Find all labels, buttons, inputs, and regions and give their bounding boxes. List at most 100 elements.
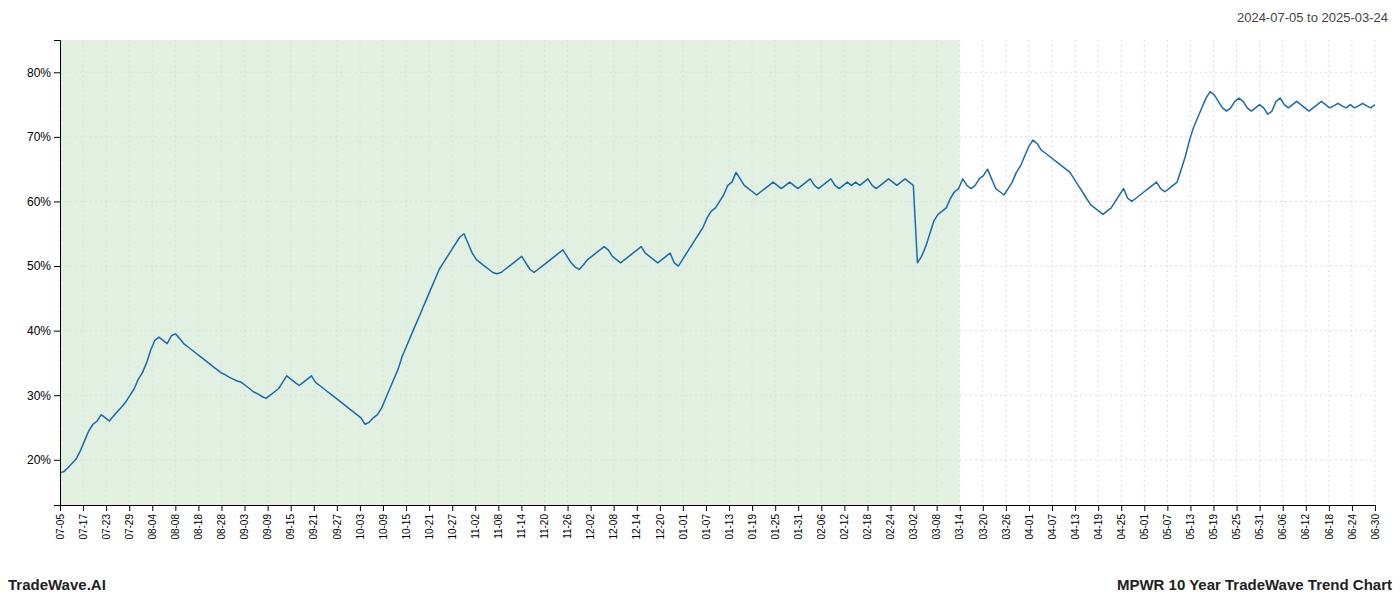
tick-label: 12-14: [631, 514, 642, 540]
tick-label: 07-29: [124, 514, 135, 540]
tick: 10-03: [355, 505, 366, 540]
tick: 08-04: [147, 505, 158, 540]
tick-mark: [1283, 505, 1284, 511]
tick-label: 03-02: [908, 514, 919, 540]
tick: 08-28: [216, 505, 227, 540]
tick: 07-17: [78, 505, 89, 540]
tick-label: 02-24: [885, 514, 896, 540]
tick: 40%: [27, 324, 60, 338]
tick: 10-09: [378, 505, 389, 540]
tick-mark: [60, 505, 61, 511]
tick-label: 04-01: [1024, 514, 1035, 540]
tick: 02-18: [862, 505, 873, 540]
tick: 01-31: [793, 505, 804, 540]
tick: 01-25: [770, 505, 781, 540]
tick: 20%: [27, 453, 60, 467]
tick: 50%: [27, 259, 60, 273]
grid-line: [1259, 40, 1260, 505]
tick-label: 06-18: [1324, 514, 1335, 540]
tick-mark: [544, 505, 545, 511]
tick-mark: [54, 72, 60, 73]
tick-label: 05-31: [1254, 514, 1265, 540]
tick-mark: [83, 505, 84, 511]
tick-label: 10-03: [355, 514, 366, 540]
tick-mark: [1121, 505, 1122, 511]
tick: 09-27: [332, 505, 343, 540]
tick-mark: [1306, 505, 1307, 511]
tick-mark: [706, 505, 707, 511]
tick: 07-29: [124, 505, 135, 540]
data-layer: [60, 40, 1375, 505]
tick-mark: [429, 505, 430, 511]
tick: 09-15: [285, 505, 296, 540]
tick-label: 03-26: [1001, 514, 1012, 540]
tick-label: 08-18: [193, 514, 204, 540]
tick-mark: [660, 505, 661, 511]
tick: 10-21: [424, 505, 435, 540]
tick: 30%: [27, 389, 60, 403]
tick-label: 03-14: [954, 514, 965, 540]
tick: 11-02: [470, 505, 481, 539]
grid-line: [1052, 40, 1053, 505]
tick: 06-30: [1370, 505, 1381, 540]
grid-line: [1167, 40, 1168, 505]
tick-label: 01-31: [793, 514, 804, 540]
grid-line: [1236, 40, 1237, 505]
tick-mark: [960, 505, 961, 511]
shaded-region: [60, 40, 960, 505]
tick-mark: [175, 505, 176, 511]
tick-label: 50%: [27, 259, 51, 273]
tick-label: 20%: [27, 453, 51, 467]
grid-line: [1190, 40, 1191, 505]
grid-line: [1375, 40, 1376, 505]
tick: 07-05: [55, 505, 66, 540]
tick: 10-27: [447, 505, 458, 540]
tick-label: 05-01: [1139, 514, 1150, 540]
tick-mark: [844, 505, 845, 511]
tick-label: 10-15: [401, 514, 412, 540]
tick-label: 10-21: [424, 514, 435, 540]
tick: 04-19: [1093, 505, 1104, 540]
tick-mark: [1052, 505, 1053, 511]
tick: 02-12: [839, 505, 850, 540]
annotation: MPWR 10 Year TradeWave Trend Chart: [1117, 576, 1392, 593]
tick: 03-20: [978, 505, 989, 540]
tick-mark: [1352, 505, 1353, 511]
grid-line: [1028, 40, 1029, 505]
grid-line: [1005, 40, 1006, 505]
grid-line: [1213, 40, 1214, 505]
annotation: 2024-07-05 to 2025-03-24: [1237, 10, 1388, 25]
tick: 01-01: [678, 505, 689, 540]
tick-mark: [452, 505, 453, 511]
tick: 11-20: [539, 505, 550, 539]
tick-label: 70%: [27, 130, 51, 144]
tick: 08-18: [193, 505, 204, 540]
tick-mark: [891, 505, 892, 511]
tick: 04-13: [1070, 505, 1081, 540]
y-axis: 20%30%40%50%60%70%80%: [27, 41, 61, 506]
tick-label: 06-06: [1277, 514, 1288, 540]
tick-mark: [729, 505, 730, 511]
tick-label: 60%: [27, 195, 51, 209]
tick-label: 07-05: [55, 514, 66, 540]
tick: 04-07: [1047, 505, 1058, 540]
tick-mark: [1190, 505, 1191, 511]
tick-label: 12-08: [608, 514, 619, 540]
tick-mark: [614, 505, 615, 511]
tick: 11-26: [562, 505, 573, 539]
tick: 09-09: [262, 505, 273, 540]
tick-mark: [54, 137, 60, 138]
tick-mark: [752, 505, 753, 511]
tick-label: 02-06: [816, 514, 827, 540]
axis-line: [54, 41, 61, 506]
tick-label: 11-20: [539, 514, 550, 539]
line: [60, 92, 1375, 473]
tick-label: 40%: [27, 324, 51, 338]
tick-mark: [54, 395, 60, 396]
tick: 70%: [27, 130, 60, 144]
tick-label: 10-09: [378, 514, 389, 540]
tick-mark: [937, 505, 938, 511]
tick-label: 06-30: [1370, 514, 1381, 540]
tick-label: 05-07: [1162, 514, 1173, 540]
tick-mark: [637, 505, 638, 511]
